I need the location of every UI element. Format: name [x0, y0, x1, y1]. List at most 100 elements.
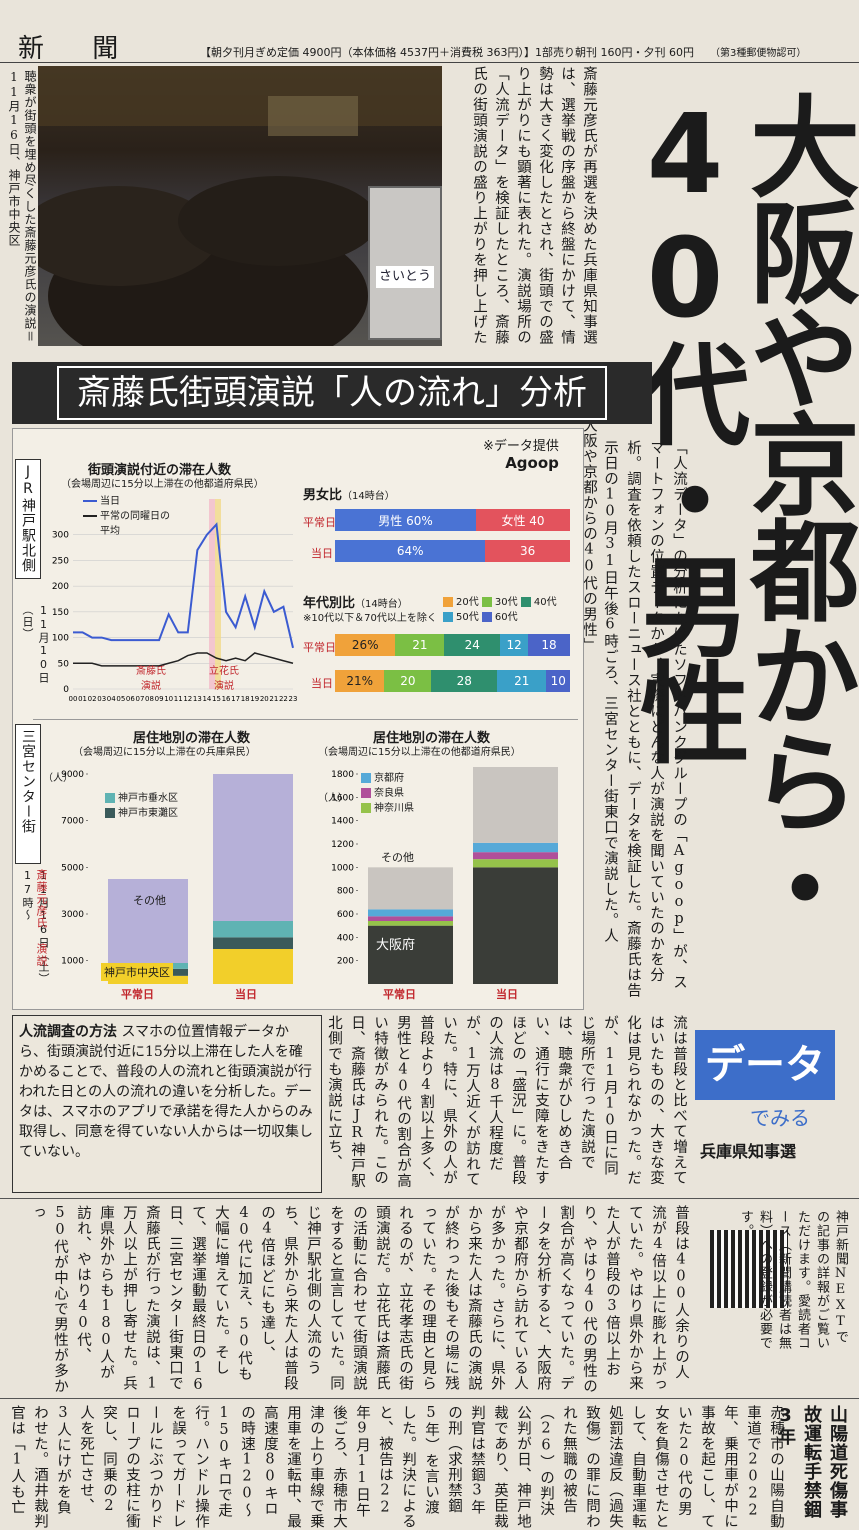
photo-caption: 聴衆が街頭を埋め尽くした斎藤元彦氏の演説＝11月16日、神戸市中央区 [7, 70, 37, 343]
tachibana-speech-band [215, 499, 221, 689]
age-seg-40代: 28 [431, 670, 498, 692]
legend-higashinada: 神戸市東灘区 [118, 808, 178, 819]
age-legend: 20代 30代 40代 50代 60代 [443, 593, 583, 623]
method-title: 人流調査の方法 [19, 1024, 117, 1040]
x-tick-label: 11 [174, 695, 183, 703]
res-other-subtitle: （会場周辺に15分以上滞在の他都道府県民） [318, 747, 521, 758]
data-badge: データ [695, 1030, 835, 1100]
section-label-kobe: JR神戸駅北側 [15, 459, 41, 579]
qr-code[interactable] [710, 1230, 788, 1308]
male-today-seg: 64% [335, 540, 486, 562]
age-seg-50代: 21 [497, 670, 547, 692]
legend-nara: 奈良県 [374, 788, 404, 799]
body-text-col-2: 普段は400人余りの人流が4倍以上に膨れ上がっていた。やはり県外から来た人が普段… [29, 1205, 689, 1394]
x-tick-label: 09 [155, 695, 164, 703]
line-chart-xticks: 00 01 02 03 04 05 06 07 08 09 10 11 12 13 14 15 16 17 18 19… [69, 695, 298, 703]
campaign-truck [368, 186, 442, 340]
res-other-unit: （人） [318, 793, 348, 804]
lead-paragraph: 斎藤元彦氏が再選を決めた兵庫県知事選は、選挙戦の序盤から終盤にかけて、情勢は大き… [471, 66, 597, 653]
x-tick-label: 07 [135, 695, 144, 703]
x-tick-label: 14 [202, 695, 211, 703]
legend-kyoto: 京都府 [374, 773, 404, 784]
female-today-seg: 36 [485, 540, 570, 562]
male-normal-seg: 男性 60% [335, 509, 476, 531]
line-chart-grid [73, 534, 293, 690]
age-legend-60: 60代 [494, 612, 518, 623]
y-tick-label: 1600 [331, 793, 354, 803]
x-tick-label: 17 [231, 695, 240, 703]
section-date-kobe: 11月10日（日） [21, 604, 50, 684]
y-tick-label: 300 [52, 531, 69, 541]
age-bar-today: 21% 20 28 21 10 [335, 670, 570, 692]
truck-sign: さいとう [376, 266, 434, 288]
method-box: 人流調査の方法 スマホの位置情報データから、街頭演説付近に15分以上滞在した人を… [12, 1015, 322, 1193]
bar-当日-京都府 [473, 842, 558, 853]
x-tick-label: 05 [116, 695, 125, 703]
bar-平常日-大阪府 [368, 925, 453, 984]
masthead: 新 聞 【朝夕刊月ぎめ定価 4900円（本体価格 4537円＋消費税 363円）… [0, 0, 859, 64]
female-normal-seg: 女性 40 [476, 509, 570, 531]
x-tick-label: 10 [164, 695, 173, 703]
x-tick-label: 21 [269, 695, 278, 703]
y-tick-label: 400 [337, 933, 354, 943]
data-credit: ※データ提供 Agoop [483, 435, 559, 472]
lower-rule [0, 1398, 859, 1399]
res-pref-bars [108, 774, 293, 984]
gender-row-today: 当日 [311, 547, 333, 560]
line-chart-series [73, 522, 294, 667]
annot-saito-2: 演説 [141, 681, 161, 692]
bar-当日-奈良県 [473, 852, 558, 860]
res-other-xlabel-today: 当日 [496, 988, 518, 1001]
age-row-today: 当日 [311, 677, 333, 690]
section-note-sannomiya: 斎藤元彦氏 演説 [35, 869, 48, 967]
res-pref-title: 居住地別の滞在人数 [133, 731, 251, 746]
x-tick-label: 06 [126, 695, 135, 703]
age-legend-20: 20代 [456, 597, 479, 608]
res-other-title: 居住地別の滞在人数 [373, 731, 491, 746]
bar-当日-大阪府 [473, 867, 558, 984]
main-headline: 大阪や京都から・40代・男性 [621, 90, 859, 938]
annot-tachibana-1: 立花氏 [209, 666, 239, 677]
res-other-chart: 200 400 600 800 1000 1200 1400 1600 1800 [331, 767, 558, 984]
bar-当日-神戸市垂水区 [213, 921, 293, 938]
y-tick-label: 1800 [331, 770, 354, 780]
age-note: ※10代以下＆70代以上を除く [303, 613, 437, 624]
res-pref-chuo-label: 神戸市中央区 [101, 963, 173, 981]
column-rule [0, 1198, 859, 1199]
res-pref-other-label: その他 [133, 894, 166, 907]
bar-当日-神戸市中央区 [213, 949, 293, 984]
newspaper-title: 新 聞 [18, 34, 139, 64]
data-badge-sub: でみる [750, 1106, 810, 1130]
bar-平常日-その他 [108, 879, 188, 963]
series-line-today [73, 522, 294, 649]
age-seg-20代: 26% [335, 634, 396, 656]
legend-normal-2: 平均 [100, 526, 120, 537]
crowd-photo: さいとう [38, 66, 442, 346]
age-bar-normal: 26% 21 24 12 18 [335, 634, 570, 656]
bar-平常日-京都府 [368, 909, 453, 917]
legend-tarumi: 神戸市垂水区 [118, 793, 178, 804]
body-text-col-1: 流は普段と比べて増えてはいたものの、大きな変化は見られなかった。だが、11月10… [326, 1015, 687, 1189]
age-seg-20代: 21% [335, 670, 385, 692]
legend-kanagawa: 神奈川県 [374, 803, 414, 814]
bar-当日-神奈川県 [473, 859, 558, 868]
legend-normal: 平常の同曜日の [100, 511, 170, 522]
age-seg-30代: 21 [395, 634, 445, 656]
bar-当日-その他 [213, 774, 293, 921]
saito-speech-band [209, 499, 215, 689]
res-other-legend: 京都府 奈良県 神奈川県 [361, 769, 414, 814]
y-tick-label: 5000 [61, 863, 84, 873]
res-pref-xlabel-today: 当日 [235, 988, 257, 1001]
y-tick-label: 1000 [331, 863, 354, 873]
x-tick-label: 13 [193, 695, 202, 703]
age-legend-40: 40代 [533, 597, 557, 608]
annot-tachibana-2: 演説 [214, 681, 234, 692]
x-tick-label: 04 [107, 695, 116, 703]
line-chart-yticks: 0 50 100 150 200 250 300 [52, 531, 69, 695]
y-tick-label: 100 [52, 634, 69, 644]
res-pref-subtitle: （会場周辺に15分以上滞在の兵庫県民） [73, 747, 256, 758]
bar-当日-その他 [473, 767, 558, 843]
age-title-text: 年代別比 [303, 596, 356, 611]
section-banner: 斎藤氏街頭演説「人の流れ」分析 [12, 362, 652, 424]
legend-normal-swatch [83, 515, 97, 517]
